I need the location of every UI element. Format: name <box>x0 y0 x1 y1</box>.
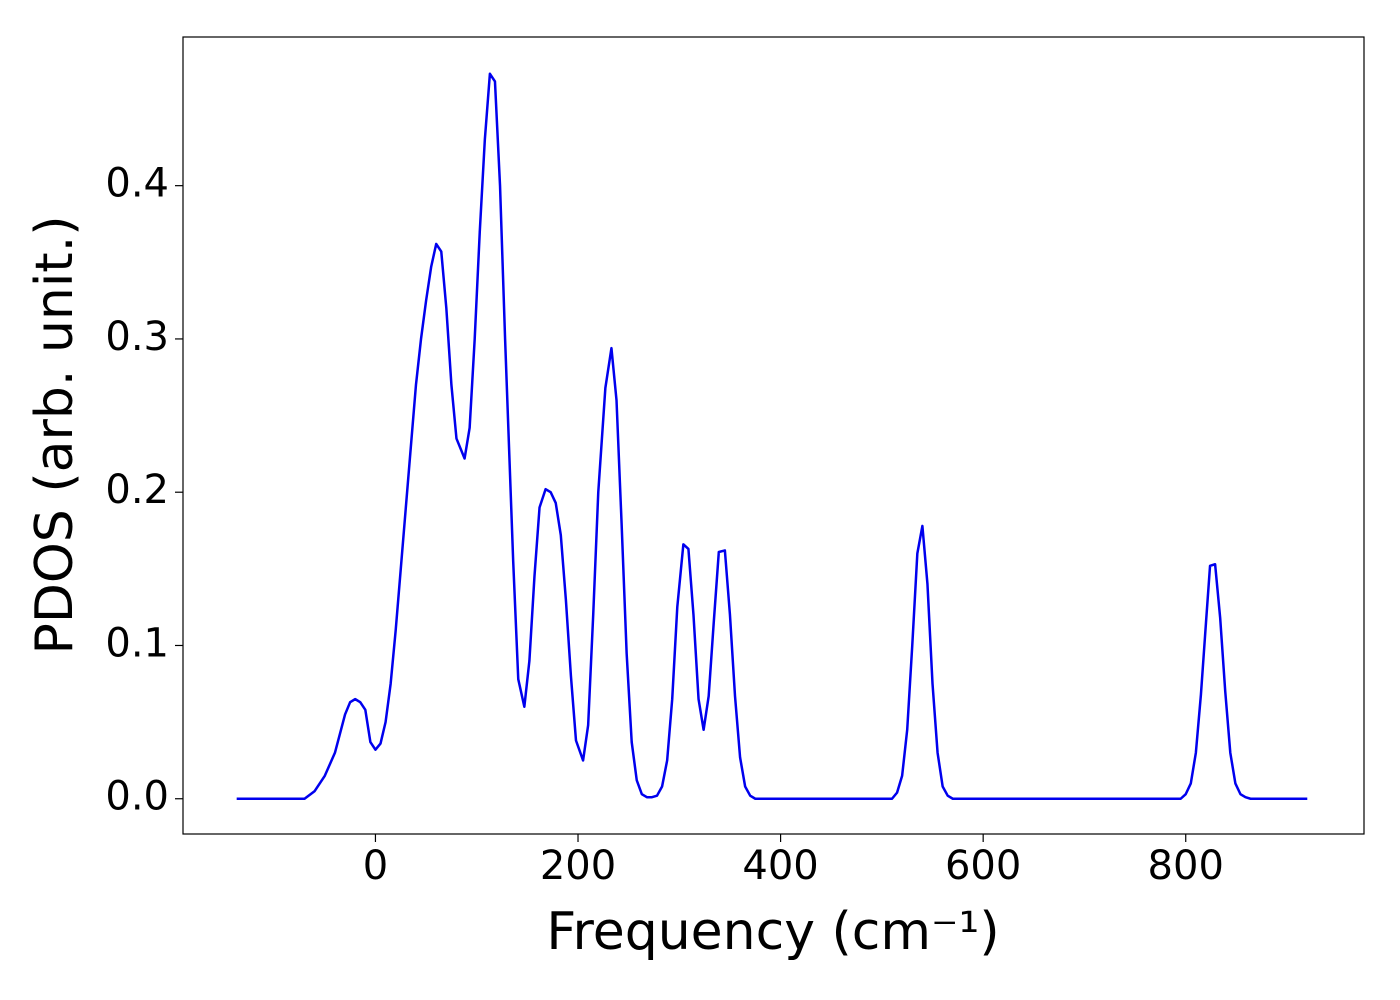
x-tick-label: 400 <box>742 843 818 889</box>
plot-frame <box>182 36 1365 835</box>
y-tick-label: 0.2 <box>105 467 169 513</box>
x-tick-label: 600 <box>945 843 1021 889</box>
y-tick-label: 0.3 <box>105 314 169 360</box>
x-tick-label: 800 <box>1148 843 1224 889</box>
y-tick-label: 0.0 <box>105 774 169 820</box>
x-axis-label: Frequency (cm⁻¹) <box>546 902 999 962</box>
y-tick-label: 0.1 <box>105 620 169 666</box>
data-line <box>236 72 1308 800</box>
x-tick-label: 0 <box>363 843 388 889</box>
y-tick-label: 0.4 <box>105 161 169 207</box>
x-tick-label: 200 <box>540 843 616 889</box>
y-axis-label: PDOS (arb. unit.) <box>25 215 85 654</box>
